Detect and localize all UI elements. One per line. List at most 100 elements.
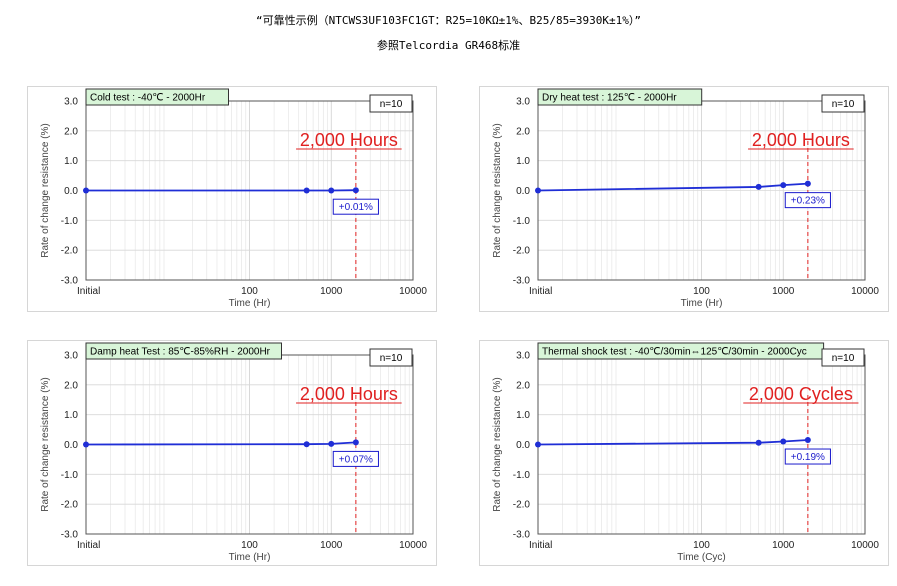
data-point (83, 441, 89, 448)
chart-title: Dry heat test : 125℃ - 2000Hr (542, 93, 677, 104)
sample-size-box (369, 348, 413, 367)
page-title: “可靠性示例（NTCWS3UF103FC1GT：R25=10KΩ±1%、B25/… (256, 14, 641, 27)
sample-size-box (821, 348, 865, 367)
data-point (804, 180, 811, 187)
series-line (537, 439, 808, 446)
chart-title: Damp heat Test : 85℃-85%RH - 2000Hr (90, 347, 271, 358)
x-axis-label: Time (Hr) (681, 298, 723, 309)
highlight-label: 2,000 Hours (752, 130, 850, 150)
y-tick-label: 0.0 (64, 440, 78, 451)
sample-size-label: n=10 (380, 99, 403, 110)
y-tick-label: -1.0 (61, 216, 79, 227)
sample-size-label: n=10 (832, 99, 855, 110)
y-tick-label: 2.0 (64, 380, 78, 391)
data-point (780, 182, 787, 189)
x-tick-label: Initial (77, 286, 100, 297)
chart-title: Cold test : -40℃ - 2000Hr (90, 93, 206, 104)
y-tick-label: 0.0 (516, 440, 530, 451)
data-point (535, 441, 541, 448)
annotation-value: +0.19% (791, 452, 825, 463)
y-tick-label: 2.0 (64, 126, 78, 137)
y-axis-label: Rate of change resistance (%) (492, 123, 503, 258)
x-tick-label: 10000 (399, 540, 427, 551)
y-tick-label: -3.0 (513, 276, 531, 287)
x-tick-label: 10000 (851, 286, 879, 297)
chart-panel-cold-test: 3.0 2.0 1.0 0.0 -1.0 -2.0 -3.0 Initial 100 1000 10… (27, 86, 437, 312)
series-line (85, 441, 356, 446)
x-tick-label: Initial (529, 286, 552, 297)
chart-panel-damp-heat-test: 3.0 2.0 1.0 0.0 -1.0 -2.0 -3.0 Initial 100 1000 10… (27, 340, 437, 566)
x-axis-label: Time (Hr) (229, 298, 271, 309)
x-tick-label: 100 (693, 286, 710, 297)
y-tick-label: -1.0 (61, 470, 79, 481)
data-point (535, 187, 541, 194)
x-axis-label: Time (Hr) (229, 552, 271, 563)
x-tick-label: Initial (77, 540, 100, 551)
y-axis-label: Rate of change resistance (%) (492, 377, 503, 512)
y-tick-label: 1.0 (64, 410, 78, 421)
data-point (303, 187, 310, 194)
y-tick-label: 3.0 (516, 351, 530, 362)
chart-panel-dry-heat-test: 3.0 2.0 1.0 0.0 -1.0 -2.0 -3.0 Initial 100 1000 10… (479, 86, 889, 312)
x-tick-label: Initial (529, 540, 552, 551)
x-tick-label: 100 (241, 540, 258, 551)
y-tick-label: -2.0 (513, 246, 531, 257)
y-tick-label: -3.0 (61, 276, 79, 287)
y-tick-label: 1.0 (516, 410, 530, 421)
y-tick-label: -2.0 (513, 500, 531, 511)
data-point (328, 440, 335, 447)
y-tick-label: 3.0 (64, 97, 78, 108)
y-tick-label: -3.0 (61, 530, 79, 541)
series-line (537, 182, 808, 192)
data-point (352, 439, 359, 446)
y-tick-label: 2.0 (516, 380, 530, 391)
highlight-label: 2,000 Hours (300, 384, 398, 404)
data-point (804, 437, 811, 444)
chart-panel-thermal-shock-test: 3.0 2.0 1.0 0.0 -1.0 -2.0 -3.0 Initial 100 1000 10… (479, 340, 889, 566)
annotation-value: +0.23% (791, 196, 825, 207)
data-point (755, 183, 762, 190)
y-tick-label: 2.0 (516, 126, 530, 137)
page-subtitle: 参照Telcordia GR468标准 (376, 39, 521, 52)
data-point (755, 439, 762, 446)
y-tick-label: 0.0 (516, 186, 530, 197)
x-tick-label: 100 (693, 540, 710, 551)
y-axis-label: Rate of change resistance (%) (40, 123, 51, 258)
chart-title-box (537, 88, 703, 106)
y-tick-label: -2.0 (61, 246, 79, 257)
sample-size-box (369, 94, 413, 113)
data-point (303, 441, 310, 448)
annotation-box (332, 450, 379, 467)
y-tick-label: 1.0 (64, 156, 78, 167)
y-tick-label: -1.0 (513, 470, 531, 481)
x-tick-label: 1000 (772, 540, 795, 551)
annotation-box (332, 198, 379, 215)
data-point (780, 438, 787, 445)
chart-title-box (85, 88, 229, 106)
sample-size-box (821, 94, 865, 113)
x-axis-label: Time (Cyc) (677, 552, 726, 563)
annotation-value: +0.01% (339, 202, 373, 213)
y-tick-label: -3.0 (513, 530, 531, 541)
data-point (328, 187, 335, 194)
y-tick-label: 3.0 (516, 97, 530, 108)
sample-size-label: n=10 (832, 353, 855, 364)
x-tick-label: 1000 (772, 286, 795, 297)
x-tick-label: 10000 (399, 286, 427, 297)
chart-title-box (85, 342, 282, 360)
y-tick-label: -2.0 (61, 500, 79, 511)
y-tick-label: 1.0 (516, 156, 530, 167)
x-tick-label: 1000 (320, 540, 343, 551)
sample-size-label: n=10 (380, 353, 403, 364)
data-point (83, 187, 89, 194)
x-tick-label: 1000 (320, 286, 343, 297)
annotation-value: +0.07% (339, 454, 373, 465)
y-tick-label: 0.0 (64, 186, 78, 197)
y-axis-label: Rate of change resistance (%) (40, 377, 51, 512)
x-tick-label: 100 (241, 286, 258, 297)
data-point (352, 187, 359, 194)
